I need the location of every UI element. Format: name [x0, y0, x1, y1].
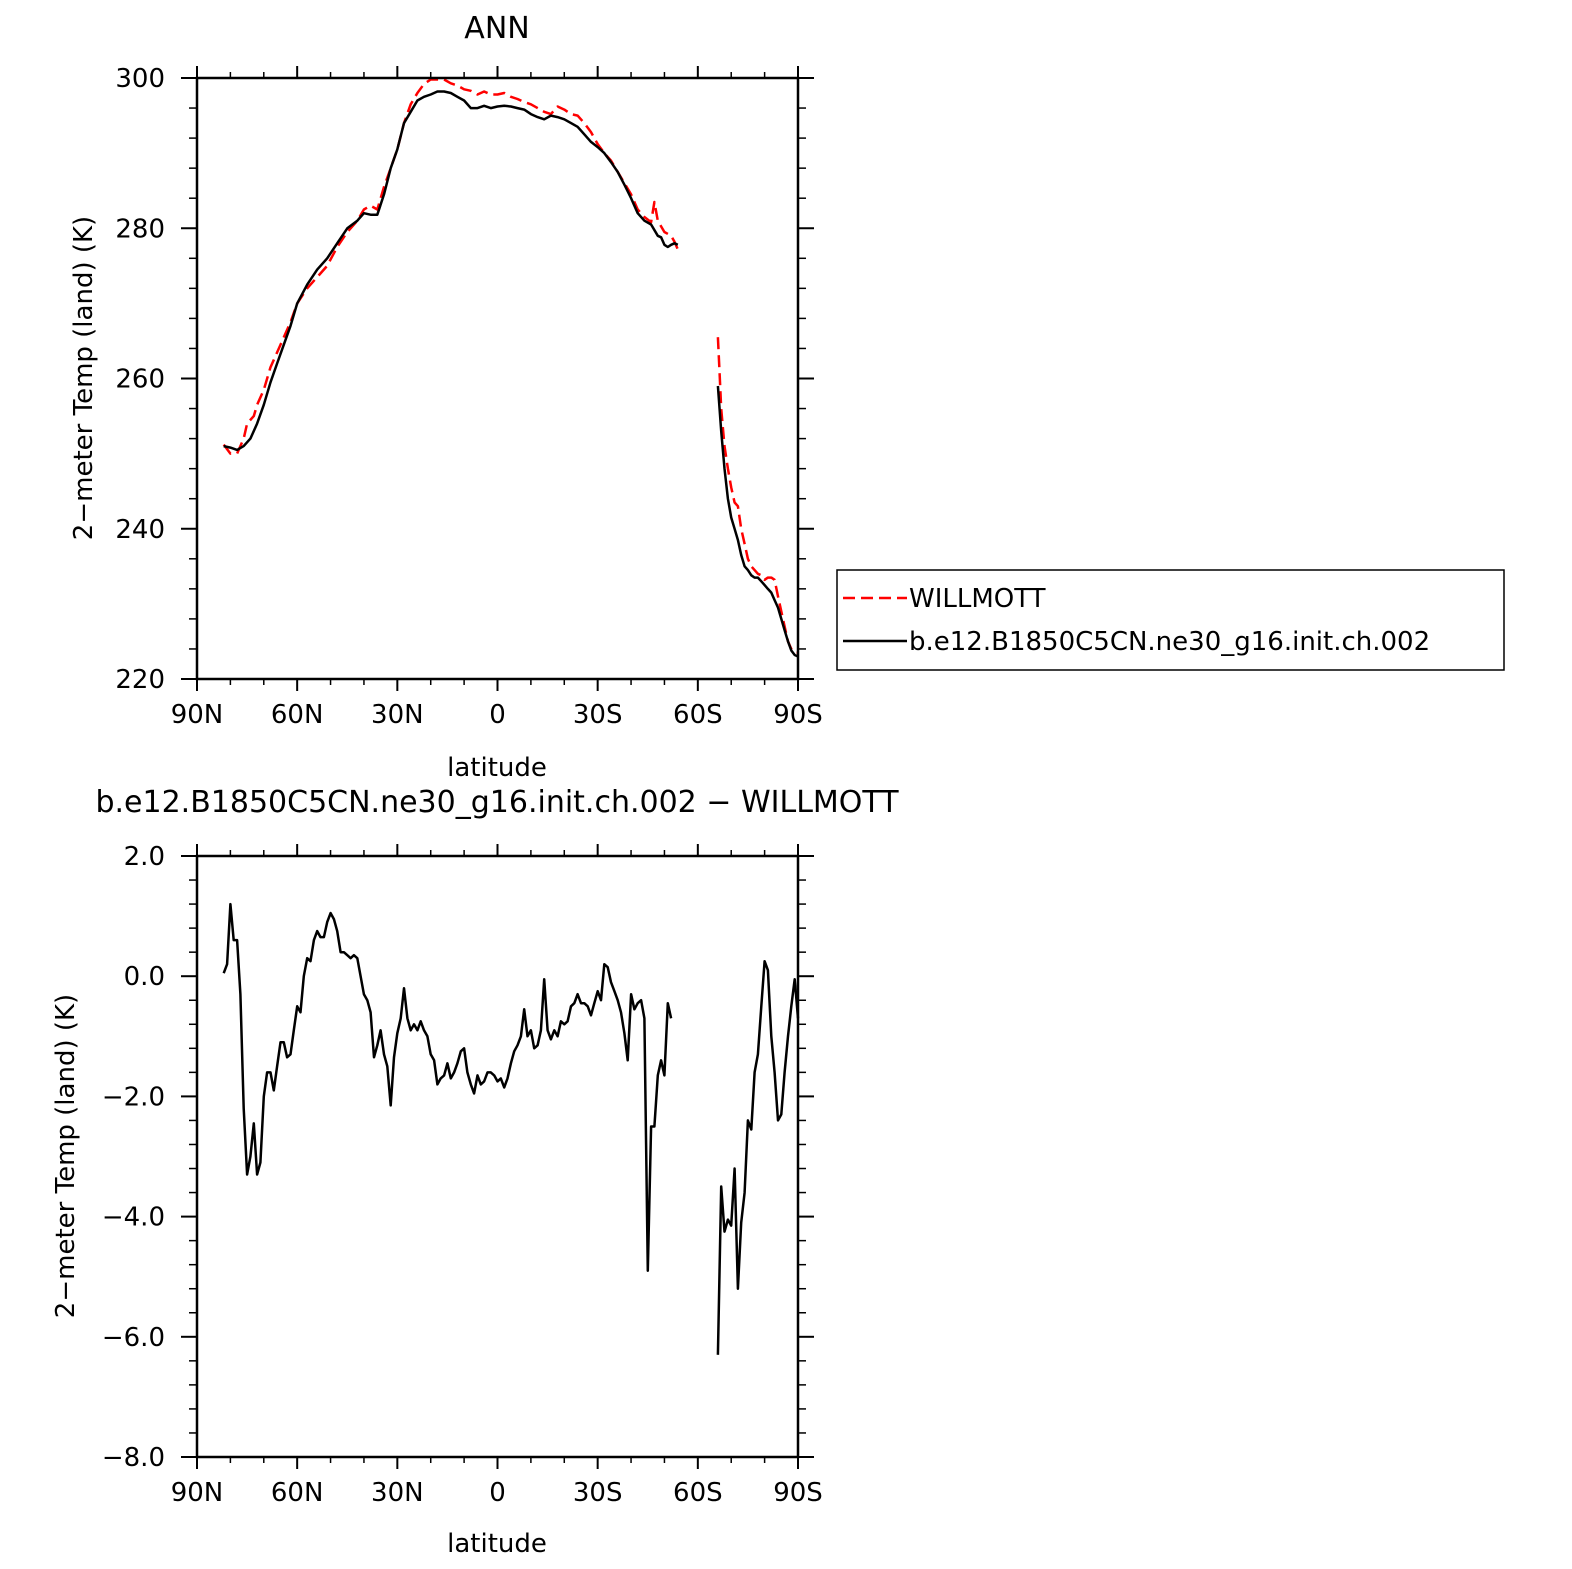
- top-y-tick-label: 220: [115, 665, 165, 695]
- bottom-chart-title: b.e12.B1850C5CN.ne30_g16.init.ch.002 − W…: [95, 785, 899, 820]
- bottom-y-tick-label: −4.0: [102, 1203, 165, 1233]
- bottom-x-tick-label: 60N: [271, 1478, 324, 1508]
- top-x-tick-label: 30S: [573, 700, 623, 730]
- bottom-x-tick-label: 90S: [773, 1478, 823, 1508]
- top-x-tick-label: 30N: [371, 700, 424, 730]
- legend-label-willmott: WILLMOTT: [909, 584, 1046, 614]
- top-plot-frame: [195, 76, 800, 681]
- bottom-y-tick-label: 2.0: [124, 842, 165, 872]
- bottom-series-0-segment-1: [716, 959, 800, 1355]
- bottom-y-axis-label: 2−meter Temp (land) (K): [51, 994, 81, 1318]
- top-axis-ticks: 90N 60N 30N 0 30S 60S 90S 220 240 260 280 300: [115, 64, 822, 730]
- legend-label-model: b.e12.B1850C5CN.ne30_g16.init.ch.002: [909, 627, 1430, 657]
- top-y-tick-label: 300: [115, 64, 165, 94]
- top-chart-title: ANN: [464, 11, 529, 46]
- top-series-1-segment-0: [223, 90, 679, 452]
- bottom-series-0-segment-0: [222, 902, 673, 1272]
- bottom-x-tick-label: 30N: [371, 1478, 424, 1508]
- bottom-y-tick-label: 0.0: [124, 962, 165, 992]
- top-x-tick-label: 90N: [171, 700, 224, 730]
- bottom-x-tick-label: 60S: [673, 1478, 723, 1508]
- bottom-x-axis-label: latitude: [447, 1529, 547, 1559]
- bottom-x-tick-label: 0: [489, 1478, 506, 1508]
- bottom-x-tick-label: 30S: [573, 1478, 623, 1508]
- legend: WILLMOTT b.e12.B1850C5CN.ne30_g16.init.c…: [836, 569, 1505, 671]
- bottom-plot-frame: [195, 854, 800, 1459]
- top-x-axis-label: latitude: [447, 753, 547, 783]
- legend-box: [836, 569, 1505, 671]
- top-x-tick-label: 0: [489, 700, 506, 730]
- bottom-axis-ticks: 90N 60N 30N 0 30S 60S 90S −8.0 −6.0 −4.0 −2.0 0.0 2.…: [102, 842, 823, 1508]
- top-x-tick-label: 60S: [673, 700, 723, 730]
- top-series-0-segment-0: [222, 78, 679, 455]
- top-x-tick-label: 60N: [271, 700, 324, 730]
- bottom-series-group: [222, 902, 800, 1355]
- top-y-tick-label: 240: [115, 515, 165, 545]
- top-y-tick-label: 260: [115, 365, 165, 395]
- bottom-y-tick-label: −8.0: [102, 1443, 165, 1473]
- top-series-0-segment-1: [716, 337, 798, 654]
- top-y-axis-label: 2−meter Temp (land) (K): [69, 216, 99, 540]
- bottom-y-tick-label: −2.0: [102, 1082, 165, 1112]
- top-series-group: [222, 78, 799, 658]
- top-y-tick-label: 280: [115, 214, 165, 244]
- bottom-panel: b.e12.B1850C5CN.ne30_g16.init.ch.002 − W…: [51, 785, 899, 1559]
- top-panel: ANN 2−meter Temp (land) (K) latitude 90N…: [69, 11, 1505, 783]
- bottom-y-tick-label: −6.0: [102, 1323, 165, 1353]
- bottom-x-tick-label: 90N: [171, 1478, 224, 1508]
- top-x-tick-label: 90S: [773, 700, 823, 730]
- top-series-1-segment-1: [716, 385, 799, 658]
